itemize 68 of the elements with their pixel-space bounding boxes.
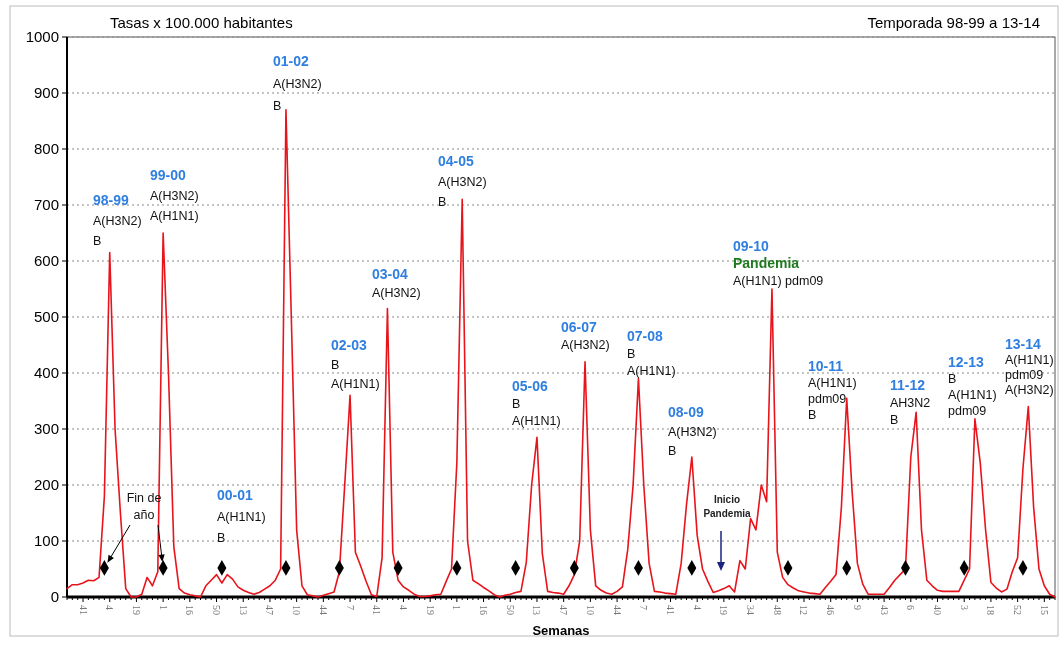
annotation: 04-05 A(H3N2) B [438, 153, 487, 209]
x-tick-label: 19 [718, 605, 730, 615]
x-tick-label: 50 [504, 605, 516, 615]
x-tick-label: 34 [745, 605, 757, 615]
annotation: 08-09 A(H3N2) B [668, 404, 717, 458]
annotation: 11-12 AH3N2 B [890, 377, 931, 427]
annotation: 00-01 A(H1N1) B [217, 487, 266, 545]
x-tick-label: 12 [798, 605, 810, 615]
x-tick-label: 41 [371, 605, 383, 615]
annotation: 99-00 A(H3N2) A(H1N1) [150, 167, 199, 223]
x-tick-label: 7 [638, 605, 650, 610]
y-tick-label: 900 [33, 84, 59, 102]
annotation: 09-10 Pandemia A(H1N1) pdm09 [733, 238, 824, 288]
x-tick-label: 10 [291, 605, 303, 615]
x-tick-label: 44 [611, 605, 623, 615]
y-tick-label: 100 [33, 532, 59, 550]
x-tick-label: 44 [317, 605, 329, 615]
annotation: 10-11 A(H1N1) pdm09 B [808, 358, 857, 422]
x-tick-label: 9 [851, 605, 863, 610]
x-tick-label: 10 [584, 605, 596, 615]
annotation: 02-03 B A(H1N1) [331, 337, 380, 391]
annotation: Inicio Pandemia [703, 494, 752, 519]
y-tick-label: 1000 [25, 28, 59, 46]
x-tick-label: 4 [104, 605, 116, 610]
chart-title: Tasas x 100.000 habitantes [110, 14, 293, 31]
annotation: 06-07 A(H3N2) [561, 319, 610, 352]
x-tick-label: 48 [771, 605, 783, 615]
y-tick-label: 700 [33, 196, 59, 214]
y-tick-label: 200 [33, 476, 59, 494]
x-tick-label: 41 [664, 605, 676, 615]
annotation: 01-02 A(H3N2) B [273, 53, 322, 113]
annotation: 12-13 B A(H1N1) pdm09 [948, 354, 997, 418]
x-axis-title: Semanas [532, 623, 590, 638]
y-tick-label: 300 [33, 420, 59, 438]
y-tick-label: 500 [33, 308, 59, 326]
x-tick-label: 7 [344, 605, 356, 610]
x-tick-label: 18 [985, 605, 997, 615]
x-tick-label: 19 [130, 605, 142, 615]
x-tick-label: 47 [264, 605, 276, 615]
y-tick-label: 0 [50, 588, 59, 606]
x-tick-label: 4 [397, 605, 409, 610]
annotation: 13-14 A(H1N1) pdm09 A(H3N2) [1005, 336, 1054, 397]
x-tick-label: 13 [531, 605, 543, 615]
x-tick-label: 41 [77, 605, 89, 615]
chart-subtitle: Temporada 98-99 a 13-14 [867, 14, 1040, 31]
x-tick-label: 43 [878, 605, 890, 615]
x-tick-label: 40 [932, 605, 944, 615]
x-tick-label: 19 [424, 605, 436, 615]
x-tick-label: 50 [211, 605, 223, 615]
x-tick-label: 15 [1038, 605, 1050, 615]
x-tick-label: 16 [478, 605, 490, 615]
x-tick-label: 6 [905, 605, 917, 610]
annotation: 07-08 B A(H1N1) [627, 328, 676, 378]
x-tick-label: 4 [691, 605, 703, 610]
x-tick-label: 1 [157, 605, 169, 610]
x-tick-label: 46 [825, 605, 837, 615]
x-tick-label: 13 [237, 605, 249, 615]
x-tick-label: 3 [958, 605, 970, 610]
x-tick-label: 52 [1012, 605, 1024, 615]
y-tick-label: 400 [33, 364, 59, 382]
annotation: 03-04 A(H3N2) [372, 266, 421, 300]
x-tick-label: 1 [451, 605, 463, 610]
annotation: 05-06 B A(H1N1) [512, 378, 561, 428]
x-tick-label: 16 [184, 605, 196, 615]
annotation: 98-99 A(H3N2) B [93, 192, 142, 248]
x-tick-label: 47 [558, 605, 570, 615]
y-tick-label: 600 [33, 252, 59, 270]
y-tick-label: 800 [33, 140, 59, 158]
